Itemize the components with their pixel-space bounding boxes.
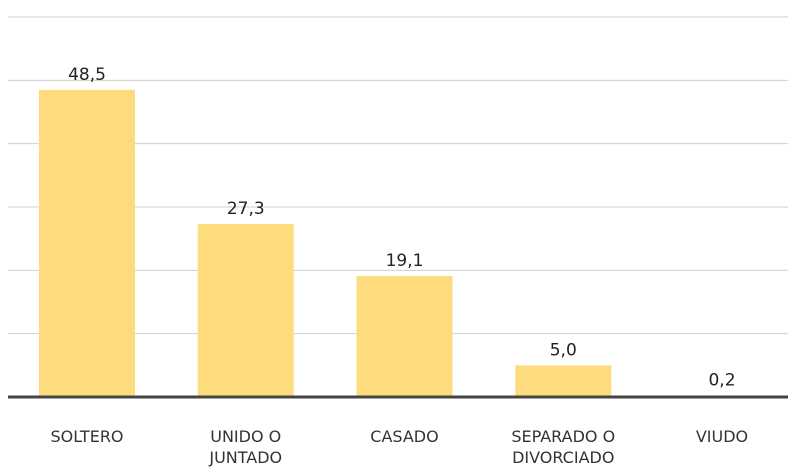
value-label: 27,3 bbox=[227, 199, 265, 219]
bar bbox=[515, 365, 612, 397]
x-tick-label: SEPARADO O DIVORCIADO bbox=[511, 427, 616, 467]
value-label: 5,0 bbox=[550, 340, 577, 360]
chart: 48,5 27,3 19,1 5,0 0,2 bbox=[8, 16, 788, 399]
x-tick-label: SOLTERO bbox=[50, 427, 124, 446]
bar bbox=[39, 89, 135, 397]
x-tick-label: UNIDO O JUNTADO bbox=[209, 427, 283, 467]
x-tick-label: CASADO bbox=[370, 427, 439, 446]
bar bbox=[197, 224, 294, 397]
value-label: 0,2 bbox=[708, 371, 735, 391]
bar bbox=[356, 276, 453, 397]
x-tick-label: VIUDO bbox=[695, 427, 749, 446]
value-label: 19,1 bbox=[386, 251, 424, 271]
value-label: 48,5 bbox=[68, 65, 106, 85]
